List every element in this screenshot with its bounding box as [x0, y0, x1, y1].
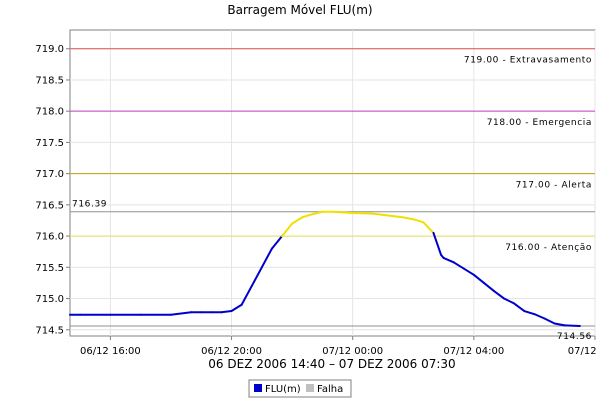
series-segment — [381, 213, 405, 219]
min-marker-label: 714.56 — [557, 332, 592, 342]
series-segment — [331, 210, 344, 214]
series-segment — [462, 267, 475, 276]
series-segment — [422, 221, 435, 234]
reference-lines: 719.00 - Extravasamento 718.00 - Emergenc… — [70, 48, 595, 342]
series-segment — [311, 210, 324, 216]
y-tick-label: 717.5 — [35, 138, 64, 149]
x-tick-label: 07/12 04:00 — [443, 346, 504, 357]
series-segment — [240, 285, 253, 306]
series-segment — [523, 310, 536, 316]
reference-line-label: 716.00 - Atenção — [505, 243, 592, 253]
legend-swatch — [306, 384, 314, 392]
series-segment — [543, 317, 556, 325]
series-segment — [341, 211, 354, 214]
series-segment — [301, 213, 314, 219]
x-axis: 06/12 16:00 06/12 20:00 07/12 00:00 07/12 0… — [80, 336, 600, 357]
series-segment — [291, 216, 304, 225]
legend: FLU(m) Falha — [248, 379, 352, 398]
y-tick-label: 715.5 — [35, 263, 64, 274]
x-tick-label: 06/12 20:00 — [201, 346, 262, 357]
series-segment — [513, 302, 526, 313]
series-segment — [503, 297, 516, 305]
reference-line-label: 718.00 - Emergencia — [487, 118, 592, 128]
series-segment — [260, 247, 273, 269]
series-segment — [533, 313, 546, 320]
reference-line-label: 717.00 - Alerta — [516, 181, 592, 191]
series-segment — [281, 222, 294, 238]
x-axis-label: 06 DEZ 2006 14:40 – 07 DEZ 2006 07:30 — [208, 357, 455, 371]
series-segment — [563, 324, 581, 328]
series-segment — [250, 266, 263, 288]
y-tick-label: 714.5 — [35, 325, 64, 336]
series-segment — [230, 303, 243, 313]
series-lines — [69, 210, 581, 328]
y-tick-label: 718.5 — [35, 75, 64, 86]
series-segment — [432, 231, 443, 256]
max-marker-label: 716.39 — [72, 200, 107, 210]
series-segment — [180, 311, 193, 315]
chart-title: Barragem Móvel FLU(m) — [227, 3, 372, 17]
legend-label: Falha — [317, 384, 343, 395]
y-tick-label: 717.0 — [35, 169, 64, 180]
y-axis: 714.5 715.0 715.5 716.0 716.5 717.0 717.5 718.0… — [35, 44, 70, 336]
series-segment — [412, 218, 425, 224]
y-tick-label: 716.0 — [35, 232, 64, 243]
legend-label: FLU(m) — [265, 384, 301, 395]
y-tick-label: 719.0 — [35, 44, 64, 55]
series-segment — [169, 312, 183, 316]
series-segment — [351, 211, 374, 215]
series-segment — [482, 281, 496, 293]
legend-box — [248, 379, 352, 398]
series-segment — [553, 322, 566, 327]
plot-area — [69, 29, 596, 337]
series-segment — [472, 273, 485, 284]
y-tick-label: 715.0 — [35, 294, 64, 305]
x-tick-label: 06/12 16:00 — [80, 346, 141, 357]
x-tick-label: 07/12 08:0 — [568, 346, 600, 357]
series-segment — [442, 256, 455, 264]
series-segment — [402, 216, 415, 221]
series-segment — [371, 212, 384, 216]
series-segment — [220, 310, 233, 314]
reference-line-label: 719.00 - Extravasamento — [464, 56, 592, 66]
legend-swatch — [254, 384, 262, 392]
y-tick-label: 718.0 — [35, 107, 64, 118]
y-tick-label: 716.5 — [35, 200, 64, 211]
series-segment — [493, 290, 506, 300]
x-tick-label: 07/12 00:00 — [322, 346, 383, 357]
series-segment — [270, 235, 284, 250]
series-segment — [452, 261, 465, 270]
